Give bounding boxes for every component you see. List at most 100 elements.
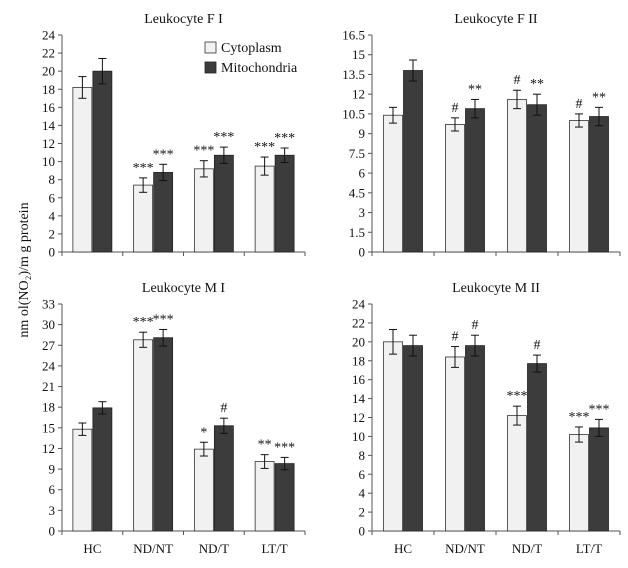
bar-mitochondria-hc (403, 70, 423, 253)
bar-cytoplasm-nd-nt (133, 339, 154, 532)
bar-cytoplasm-hc (72, 428, 93, 532)
bar-cytoplasm-lt-t (254, 165, 275, 253)
bar-cytoplasm-nd-t (193, 448, 214, 532)
y-tick-label: 18 (42, 82, 55, 97)
significance-marker: ** (468, 82, 482, 97)
bar-cytoplasm-nd-t (507, 99, 527, 253)
y-tick-label: 6 (49, 482, 56, 497)
significance-marker: *** (569, 410, 590, 425)
y-tick-label: 20 (352, 334, 365, 349)
y-tick-label: 8 (49, 172, 56, 187)
legend-label-mitochondria: Mitochondria (221, 61, 298, 76)
bar-mitochondria-nd-nt (153, 337, 174, 532)
x-tick-label-nd-nt: ND/NT (445, 541, 485, 556)
significance-marker: *** (274, 440, 295, 455)
bar-cytoplasm-lt-t (569, 434, 589, 532)
significance-marker: ** (530, 77, 544, 92)
x-tick-label-hc: HC (394, 541, 412, 556)
y-tick-label: 33 (42, 297, 55, 312)
x-tick-label-nd-nt: ND/NT (133, 541, 173, 556)
y-tick-label: 18 (352, 353, 365, 368)
x-tick-label-lt-t: LT/T (262, 541, 288, 556)
significance-marker: *** (133, 161, 154, 176)
x-tick-label-lt-t: LT/T (576, 541, 602, 556)
bar-mitochondria-nd-t (527, 104, 547, 253)
y-tick-label: 0 (359, 524, 366, 539)
y-tick-label: 12 (352, 410, 365, 425)
panel-leukocyte-f-i: Leukocyte F I024681012141618202224******… (42, 12, 306, 260)
y-tick-label: 24 (42, 358, 56, 373)
y-tick-label: 22 (42, 46, 55, 61)
bar-mitochondria-nd-nt (153, 172, 174, 253)
y-tick-label: 2 (49, 226, 56, 241)
significance-marker: *** (153, 312, 174, 327)
legend-label-cytoplasm: Cytoplasm (221, 41, 282, 56)
significance-marker: # (534, 338, 541, 353)
y-tick-label: 0 (49, 245, 56, 260)
legend-swatch-mitochondria (204, 61, 217, 74)
y-tick-label: 10 (42, 154, 55, 169)
y-tick-label: 6 (359, 166, 366, 181)
bar-cytoplasm-lt-t (569, 120, 589, 253)
y-tick-label: 13.5 (342, 67, 365, 82)
bar-cytoplasm-nd-t (193, 168, 214, 253)
chart-title: Leukocyte M II (452, 281, 540, 296)
y-tick-label: 20 (42, 64, 55, 79)
bar-mitochondria-lt-t (589, 427, 609, 532)
y-tick-label: 6 (49, 190, 56, 205)
y-tick-label: 27 (42, 338, 56, 353)
x-tick-label-nd-t: ND/T (512, 541, 542, 556)
y-tick-label: 10 (352, 429, 365, 444)
y-tick-label: 16 (352, 372, 366, 387)
bar-cytoplasm-nd-nt (133, 184, 154, 253)
bar-cytoplasm-hc (383, 114, 403, 253)
significance-marker: *** (507, 389, 528, 404)
legend-swatch-cytoplasm (204, 41, 217, 54)
y-tick-label: 14 (42, 118, 56, 133)
legend: Cytoplasm Mitochondria (204, 41, 298, 76)
y-tick-label: 3 (359, 205, 366, 220)
significance-marker: ** (592, 90, 606, 105)
y-tick-label: 14 (352, 391, 366, 406)
bar-mitochondria-hc (92, 70, 113, 253)
significance-marker: # (452, 101, 459, 116)
y-tick-label: 12 (352, 87, 365, 102)
y-tick-label: 22 (352, 315, 365, 330)
significance-marker: # (220, 401, 227, 416)
y-tick-label: 24 (352, 297, 366, 312)
y-tick-label: 1.5 (349, 225, 365, 240)
y-tick-label: 16 (42, 100, 56, 115)
significance-marker: # (472, 318, 479, 333)
bar-cytoplasm-lt-t (254, 461, 275, 532)
y-tick-label: 12 (42, 136, 55, 151)
bar-cytoplasm-nd-t (507, 415, 527, 532)
significance-marker: # (452, 330, 459, 345)
y-tick-label: 21 (42, 379, 55, 394)
y-tick-label: 6 (359, 467, 366, 482)
significance-marker: *** (193, 144, 214, 159)
bar-cytoplasm-nd-nt (445, 356, 465, 532)
panel-leukocyte-f-ii: Leukocyte F II 0 1.5 3 4.5 6 7.5 9 10.5 12 13.5 15 1… (342, 12, 621, 260)
significance-marker: *** (153, 147, 174, 162)
significance-marker: # (576, 97, 583, 112)
significance-marker: *** (133, 315, 154, 330)
significance-marker: *** (274, 131, 295, 146)
bar-cytoplasm-hc (383, 341, 403, 532)
y-axis-label: nm ol(NO₂)/m g protein (17, 202, 32, 337)
bar-cytoplasm-nd-nt (445, 124, 465, 253)
y-tick-label: 30 (42, 317, 55, 332)
x-tick-label-nd-t: ND/T (199, 541, 229, 556)
y-tick-label: 8 (359, 448, 366, 463)
bar-mitochondria-nd-nt (465, 108, 485, 253)
bar-mitochondria-lt-t (274, 154, 295, 253)
y-tick-label: 3 (49, 503, 56, 518)
y-tick-label: 4.5 (349, 185, 365, 200)
y-tick-label: 15 (42, 420, 55, 435)
bar-mitochondria-hc (92, 407, 113, 532)
y-tick-label: 24 (42, 28, 56, 43)
bar-cytoplasm-hc (72, 87, 93, 253)
y-tick-label: 15 (352, 47, 365, 62)
significance-marker: *** (254, 140, 275, 155)
